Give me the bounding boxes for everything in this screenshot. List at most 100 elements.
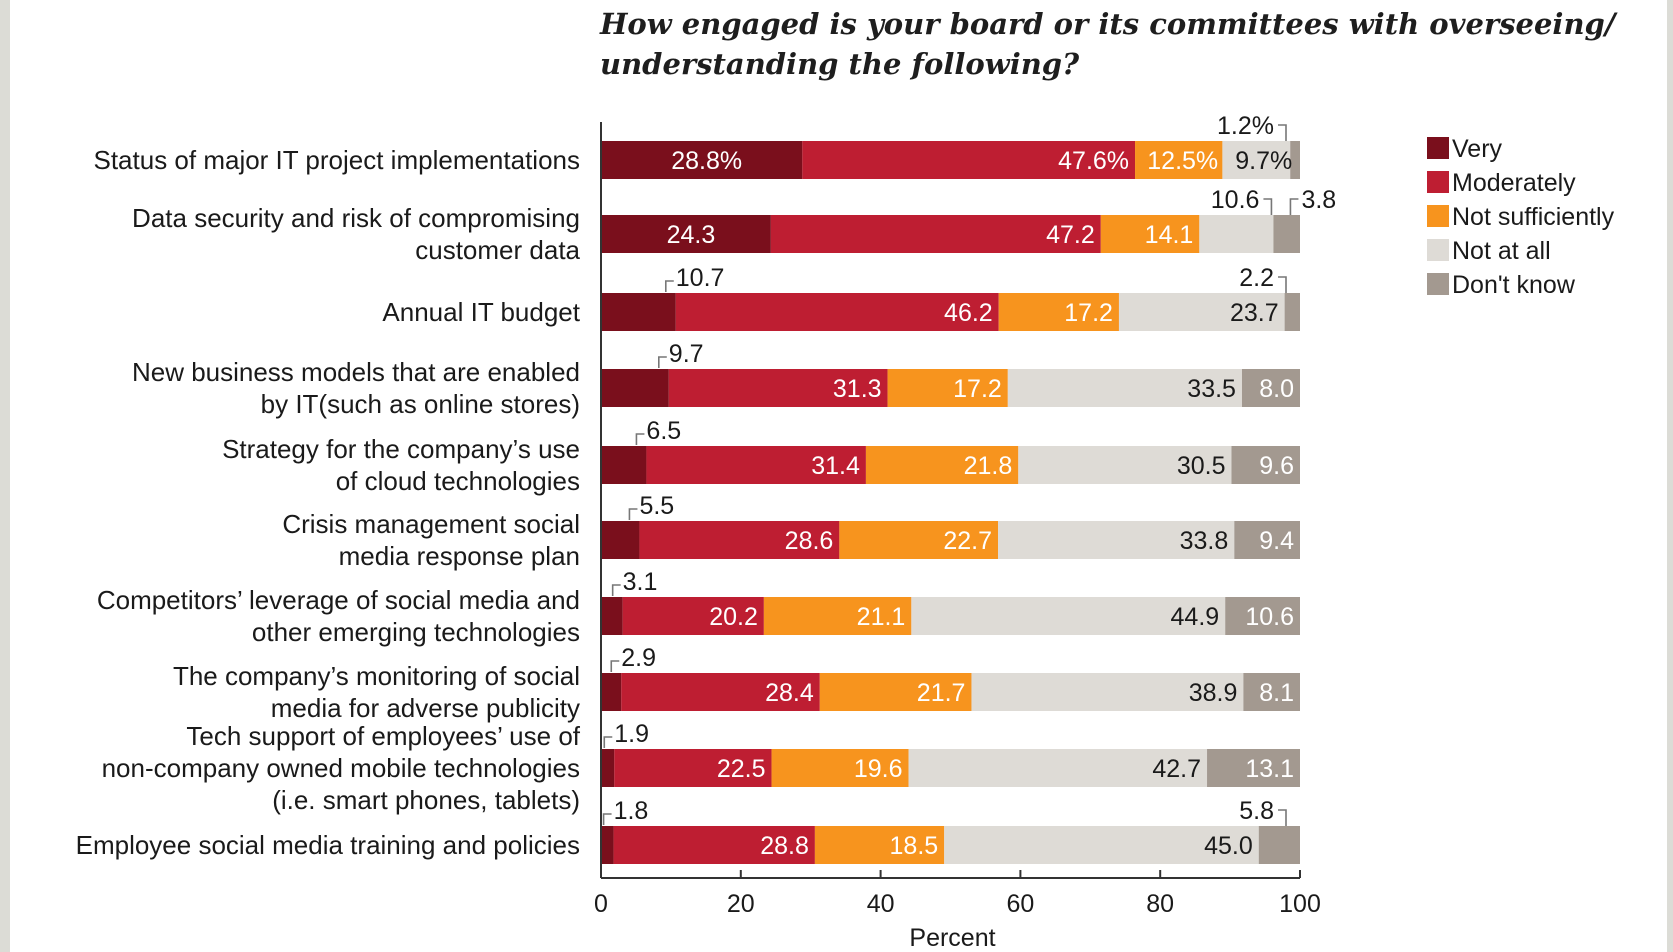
callout-line xyxy=(658,356,667,368)
data-label: 1.9 xyxy=(614,720,649,748)
category-label-line: (i.e. smart phones, tablets) xyxy=(272,785,580,815)
category-label-line: Data security and risk of compromising xyxy=(132,203,580,233)
category-label-line: Employee social media training and polic… xyxy=(76,830,580,860)
data-label: 17.2 xyxy=(953,375,1002,403)
data-label: 20.2 xyxy=(709,603,758,631)
category-label-line: by IT(such as online stores) xyxy=(261,389,580,419)
bar-segment-moderately xyxy=(646,446,866,484)
data-label: 28.6 xyxy=(785,527,834,555)
frame-edge-right xyxy=(1667,0,1673,952)
category-label: Employee social media training and polic… xyxy=(76,830,580,860)
bar-segment-moderately xyxy=(614,749,772,787)
category-label-line: customer data xyxy=(415,235,580,265)
data-label: 22.7 xyxy=(943,527,992,555)
bar-segment-don-t-know xyxy=(1241,369,1300,407)
category-label-line: New business models that are enabled xyxy=(132,357,580,387)
bar-segment-not-at-all xyxy=(944,826,1259,864)
bar-segment-not-sufficiently xyxy=(839,521,999,559)
data-label: 22.5 xyxy=(717,755,766,783)
bar-segment-don-t-know xyxy=(1234,521,1300,559)
data-labels: 28.8% 47.6% 12.5% 9.7% 1.2% 24.3 47.2 14.1 10.6 3… xyxy=(602,112,1336,860)
bar-segment-not-at-all xyxy=(1007,369,1242,407)
data-label: 10.6 xyxy=(1245,603,1294,631)
x-tick-label: 20 xyxy=(727,890,755,918)
category-label-line: Tech support of employees’ use of xyxy=(186,721,580,751)
bar-segment-not-sufficiently xyxy=(771,749,909,787)
data-label: 8.1 xyxy=(1259,679,1294,707)
legend-label: Don't know xyxy=(1452,271,1576,299)
bar-segment-moderately xyxy=(802,141,1136,179)
category-label: Annual IT budget xyxy=(382,297,580,327)
bar-segment-moderately xyxy=(668,369,888,407)
data-label: 12.5% xyxy=(1147,147,1218,175)
category-label: Strategy for the company’s use of cloud t… xyxy=(222,434,580,496)
bar-segment-don-t-know xyxy=(1290,141,1300,179)
callout-line xyxy=(1278,276,1287,293)
category-labels: Status of major IT project implementatio… xyxy=(76,145,581,860)
bar-segment-very xyxy=(601,446,647,484)
callout-line xyxy=(664,280,674,292)
data-label: 5.5 xyxy=(639,492,674,520)
x-tick-label: 60 xyxy=(1006,890,1034,918)
legend-label: Not at all xyxy=(1452,237,1551,265)
category-label: Status of major IT project implementatio… xyxy=(93,145,580,175)
data-label: 28.8 xyxy=(760,832,809,860)
data-label: 3.1 xyxy=(623,568,658,596)
bar-segment-not-at-all xyxy=(998,521,1235,559)
data-label: 47.6% xyxy=(1058,147,1129,175)
data-label: 9.6 xyxy=(1259,452,1294,480)
data-label: 18.5 xyxy=(890,832,939,860)
category-label: Competitors’ leverage of social media an… xyxy=(97,585,580,647)
bar-segment-don-t-know xyxy=(1258,826,1300,864)
bar-segment-not-at-all xyxy=(1222,141,1291,179)
data-label: 33.8 xyxy=(1180,527,1229,555)
category-label-line: media response plan xyxy=(339,541,580,571)
bar-segment-moderately xyxy=(622,597,764,635)
callout-line xyxy=(603,736,613,748)
data-label: 28.4 xyxy=(765,679,814,707)
bar-segment-don-t-know xyxy=(1243,673,1300,711)
bar-segment-not-sufficiently xyxy=(819,673,972,711)
data-label: 2.9 xyxy=(621,644,656,672)
bar-segment-very xyxy=(601,749,615,787)
bar-segment-not-at-all xyxy=(908,749,1208,787)
callout-line xyxy=(1289,198,1299,215)
bar-segment-moderately xyxy=(770,215,1101,253)
category-label: New business models that are enabled by I… xyxy=(132,357,580,419)
bar-segment-not-sufficiently xyxy=(763,597,912,635)
callout-line xyxy=(1263,198,1273,215)
data-label: 28.8% xyxy=(671,147,742,175)
data-label: 9.7 xyxy=(669,340,704,368)
data-label: 47.2 xyxy=(1046,221,1095,249)
callout-line xyxy=(610,660,620,672)
bar-segment-not-at-all xyxy=(1199,215,1274,253)
data-label: 31.3 xyxy=(833,375,882,403)
data-label: 8.0 xyxy=(1259,375,1294,403)
category-label-line: Competitors’ leverage of social media an… xyxy=(97,585,580,615)
data-label: 31.4 xyxy=(811,452,860,480)
data-label: 6.5 xyxy=(646,417,681,445)
frame-edge-left xyxy=(0,0,10,952)
bar-segment-not-sufficiently xyxy=(1100,215,1200,253)
bar-segment-moderately xyxy=(613,826,815,864)
data-label: 9.7% xyxy=(1235,147,1292,175)
data-label: 17.2 xyxy=(1064,299,1113,327)
legend: Very Moderately Not sufficiently Not at all… xyxy=(1427,135,1615,299)
data-label: 5.8 xyxy=(1239,797,1274,825)
callout-line xyxy=(1278,809,1287,826)
data-label: 44.9 xyxy=(1171,603,1220,631)
data-label: 3.8 xyxy=(1301,186,1336,214)
bar-segment-not-at-all xyxy=(1018,446,1232,484)
chart-title: How engaged is your board or its committ… xyxy=(600,7,1616,81)
legend-swatch xyxy=(1427,137,1449,159)
category-label-line: The company’s monitoring of social xyxy=(173,661,580,691)
callout-line xyxy=(628,508,638,520)
bar-segment-moderately xyxy=(675,293,999,331)
data-label: 42.7 xyxy=(1152,755,1201,783)
x-axis: 0 20 40 60 80 100 Percent xyxy=(594,122,1321,952)
bar-segment-not-at-all xyxy=(971,673,1244,711)
category-label: Data security and risk of compromising cu… xyxy=(132,203,580,265)
legend-swatch xyxy=(1427,239,1449,261)
category-label-line: Status of major IT project implementatio… xyxy=(93,145,580,175)
